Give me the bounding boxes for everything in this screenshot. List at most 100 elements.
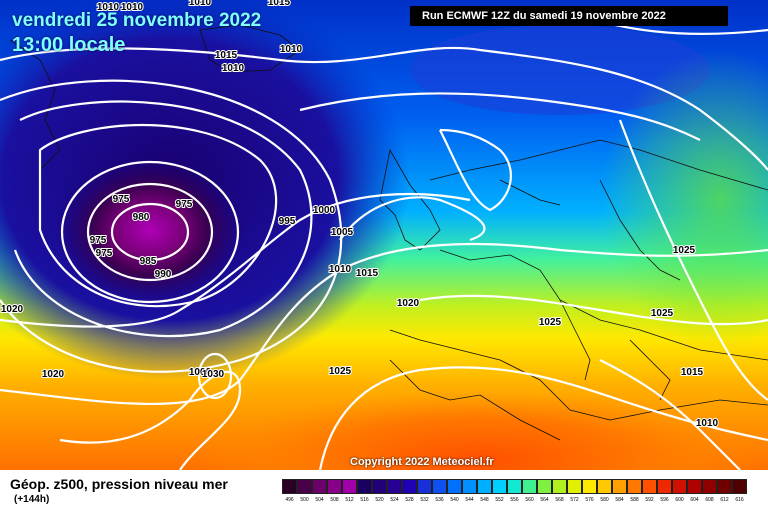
legend-swatch: [357, 479, 372, 494]
color-legend: [282, 479, 747, 494]
isobar-pressure-label: 1025: [673, 245, 696, 256]
isobar-pressure-label: 1025: [651, 308, 674, 319]
isobar-pressure-label: 1015: [268, 0, 291, 8]
isobar-pressure-label: 975: [96, 248, 113, 259]
legend-value: 532: [420, 497, 429, 503]
legend-value: 588: [630, 497, 639, 503]
legend-value: 556: [510, 497, 519, 503]
legend-value: 560: [525, 497, 534, 503]
parameter-label: Géop. z500, pression niveau mer: [10, 476, 228, 492]
legend-swatch: [702, 479, 717, 494]
legend-swatch: [417, 479, 432, 494]
isobar-pressure-label: 1010: [329, 264, 352, 275]
subtropical-high-shading: [200, 390, 760, 470]
legend-value: 544: [465, 497, 474, 503]
legend-value: 552: [495, 497, 504, 503]
isobar-pressure-label: 1015: [681, 367, 704, 378]
legend-swatch: [642, 479, 657, 494]
legend-value: 568: [555, 497, 564, 503]
legend-value: 616: [735, 497, 744, 503]
legend-value: 520: [375, 497, 384, 503]
legend-swatch: [717, 479, 732, 494]
copyright-text: Copyright 2022 Meteociel.fr: [350, 456, 494, 468]
isobar-pressure-label: 985: [140, 256, 157, 267]
isobar-lines: [0, 8, 768, 470]
isobar-pressure-label: 1030: [202, 369, 225, 380]
isobar-pressure-label: 1020: [1, 304, 24, 315]
legend-swatch: [657, 479, 672, 494]
isobar-pressure-label: 1010: [280, 44, 303, 55]
legend-swatch: [492, 479, 507, 494]
legend-swatch: [507, 479, 522, 494]
low-core-shading: [55, 155, 245, 305]
legend-value: 508: [330, 497, 339, 503]
forecast-time-title: 13:00 locale: [12, 34, 126, 56]
legend-value: 548: [480, 497, 489, 503]
legend-value: 528: [405, 497, 414, 503]
legend-value: 576: [585, 497, 594, 503]
legend-swatch: [402, 479, 417, 494]
east-green-shading: [600, 50, 768, 350]
legend-value: 572: [570, 497, 579, 503]
legend-swatch: [312, 479, 327, 494]
legend-value: 516: [360, 497, 369, 503]
isobar-pressure-label: 1020: [397, 298, 420, 309]
legend-swatch: [522, 479, 537, 494]
legend-value: 564: [540, 497, 549, 503]
isobar-pressure-label: 1015: [215, 50, 238, 61]
forecast-date-title: vendredi 25 novembre 2022: [12, 10, 262, 31]
isobar-pressure-label: 1010: [222, 63, 245, 74]
color-legend-labels: 496 500 504 508 512 516 520 524 528 532 536 540 544 5…: [282, 497, 747, 503]
legend-value: 596: [660, 497, 669, 503]
legend-swatch: [342, 479, 357, 494]
isobar-pressure-label: 1000: [189, 367, 212, 378]
isobar-pressure-label: 975: [113, 194, 130, 205]
isobar-pressure-label: 1025: [539, 317, 562, 328]
isobar-pressure-label: 1010: [121, 2, 144, 13]
legend-swatch: [537, 479, 552, 494]
north-trough-shading: [410, 25, 710, 115]
isobar-pressure-label: 980: [133, 212, 150, 223]
legend-swatch: [282, 479, 297, 494]
legend-value: 584: [615, 497, 624, 503]
isobar-pressure-label: 1000: [313, 205, 336, 216]
legend-swatch: [327, 479, 342, 494]
legend-value: 612: [720, 497, 729, 503]
legend-value: 592: [645, 497, 654, 503]
legend-value: 540: [450, 497, 459, 503]
legend-swatch: [612, 479, 627, 494]
isobar-pressure-label: 1015: [356, 268, 379, 279]
isobar-pressure-label: 1025: [329, 366, 352, 377]
legend-value: 512: [345, 497, 354, 503]
model-run-info: Run ECMWF 12Z du samedi 19 novembre 2022: [410, 6, 728, 26]
legend-swatch: [477, 479, 492, 494]
legend-value: 580: [600, 497, 609, 503]
legend-swatch: [732, 479, 747, 494]
legend-swatch: [447, 479, 462, 494]
isobar-pressure-label: 975: [90, 235, 107, 246]
legend-value: 524: [390, 497, 399, 503]
legend-swatch: [372, 479, 387, 494]
legend-swatch: [462, 479, 477, 494]
legend-swatch: [597, 479, 612, 494]
legend-swatch: [672, 479, 687, 494]
legend-swatch: [582, 479, 597, 494]
legend-swatch: [627, 479, 642, 494]
legend-value: 600: [675, 497, 684, 503]
isobar-pressure-label: 1010: [189, 0, 212, 8]
legend-swatch: [297, 479, 312, 494]
legend-value: 504: [315, 497, 324, 503]
legend-value: 608: [705, 497, 714, 503]
map-footer: Géop. z500, pression niveau mer (+144h) …: [0, 470, 768, 512]
legend-value: 536: [435, 497, 444, 503]
legend-swatch: [552, 479, 567, 494]
isobar-pressure-label: 1020: [42, 369, 65, 380]
lead-time-label: (+144h): [14, 494, 50, 505]
isobar-pressure-label: 995: [279, 216, 296, 227]
isobar-pressure-label: 1010: [696, 418, 719, 429]
legend-value: 496: [285, 497, 294, 503]
isobar-pressure-label: 1010: [97, 2, 120, 13]
